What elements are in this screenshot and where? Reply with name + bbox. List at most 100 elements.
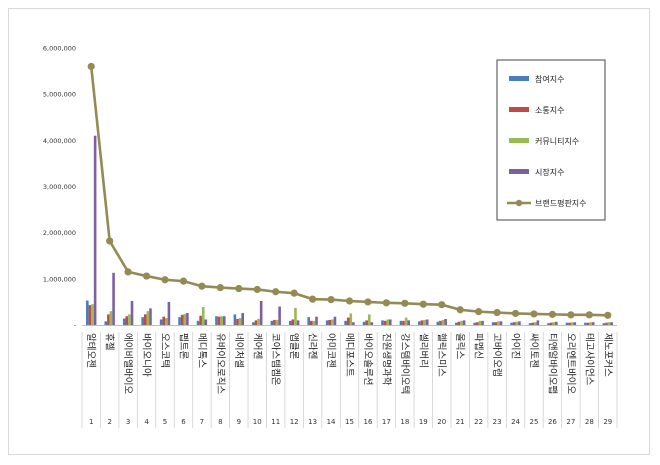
bar — [215, 316, 218, 325]
bar — [296, 320, 300, 325]
bar — [307, 317, 311, 325]
y-tick-label: 2,000,000 — [43, 229, 76, 237]
bar — [259, 300, 263, 325]
brand-reputation-point — [87, 62, 95, 71]
bar — [570, 322, 574, 325]
legend-swatch — [509, 138, 529, 143]
bar — [220, 316, 223, 325]
bar — [217, 316, 221, 325]
brand-reputation-point — [327, 296, 335, 304]
bar — [186, 312, 189, 325]
bar — [222, 316, 226, 325]
bar — [589, 322, 592, 325]
bar — [533, 322, 537, 325]
bar — [331, 319, 334, 325]
brand-reputation-point — [401, 299, 409, 307]
bar — [294, 307, 297, 325]
rank-label: 20 — [437, 418, 446, 426]
bar — [352, 322, 355, 325]
x-category-label: 헬릭스미스 — [436, 333, 448, 377]
bar — [528, 323, 532, 325]
rank-label: 5 — [163, 418, 167, 426]
y-tick-label: 5,000,000 — [43, 91, 76, 99]
bar — [128, 314, 131, 325]
bar — [420, 320, 424, 325]
rank-label: 17 — [382, 418, 391, 426]
bar — [573, 322, 577, 325]
x-category-label: 테고사이언스 — [583, 333, 595, 386]
y-tick-label: 3,000,000 — [43, 183, 76, 191]
brand-reputation-point — [272, 288, 280, 296]
bar — [439, 320, 442, 325]
x-category-label: 셀리버리 — [417, 333, 428, 368]
brand-reputation-point — [493, 308, 501, 317]
bar — [454, 322, 458, 325]
bar — [423, 319, 426, 325]
legend-swatch — [509, 107, 529, 112]
x-category-label: 펩트론 — [177, 333, 188, 359]
bar — [584, 322, 587, 325]
bar — [254, 320, 258, 325]
rank-label: 13 — [308, 418, 317, 426]
rank-label: 1 — [89, 418, 93, 426]
y-tick-label: 4,000,000 — [43, 137, 76, 145]
bar — [444, 318, 447, 325]
bar — [312, 320, 316, 325]
x-category-label: 아미코젠 — [325, 333, 336, 368]
rank-label: 26 — [548, 418, 557, 426]
brand-reputation-point — [161, 276, 169, 284]
bar — [381, 320, 384, 325]
y-tick-label: 6,000,000 — [43, 45, 76, 53]
x-category-label: 네이처셀 — [233, 333, 245, 368]
x-category-label: 에이비엘바이오 — [122, 333, 133, 394]
x-category-label: 오스코텍 — [159, 333, 170, 368]
brand-reputation-point — [142, 272, 151, 280]
x-category-label: 제노포커스 — [602, 333, 613, 377]
bar — [383, 320, 387, 325]
bar — [605, 322, 608, 325]
bar — [146, 311, 150, 325]
bar — [565, 322, 569, 325]
x-category-label: 메디톡스 — [196, 333, 207, 368]
bar — [93, 135, 97, 325]
bar — [130, 300, 134, 325]
rank-label: 8 — [218, 418, 222, 426]
bar — [104, 321, 108, 325]
bar — [602, 323, 606, 325]
bar — [275, 319, 279, 325]
x-category-label: 신라젠 — [307, 333, 318, 359]
bar — [586, 322, 590, 325]
x-category-label: 아이진 — [510, 333, 521, 359]
rank-label: 21 — [456, 418, 465, 426]
bar — [141, 317, 144, 325]
bar — [518, 321, 521, 325]
bar — [547, 323, 550, 325]
legend-label: 브랜드평판지수 — [535, 198, 587, 208]
legend-swatch — [509, 169, 529, 174]
brand-reputation-point — [382, 299, 390, 307]
bar — [252, 322, 255, 325]
bar — [476, 322, 479, 325]
x-category-label: 알테오젠 — [85, 333, 96, 368]
x-category-label: 티앤알바이오팹 — [546, 333, 557, 394]
brand-reputation-point — [253, 285, 261, 294]
bar — [407, 320, 411, 325]
bar — [512, 322, 516, 325]
bar — [149, 308, 152, 325]
bar — [386, 319, 389, 325]
rank-label: 24 — [511, 418, 520, 426]
bar — [165, 318, 168, 325]
bar — [328, 319, 332, 325]
bar — [365, 320, 368, 325]
bar — [388, 319, 392, 325]
bar — [346, 317, 350, 325]
bar — [201, 306, 205, 325]
brand-reputation-point — [290, 289, 298, 297]
bar — [531, 322, 534, 325]
bar — [499, 321, 503, 325]
brand-reputation-point — [475, 308, 483, 316]
bar — [204, 319, 208, 325]
bar — [536, 320, 540, 325]
rank-label: 16 — [363, 418, 372, 426]
